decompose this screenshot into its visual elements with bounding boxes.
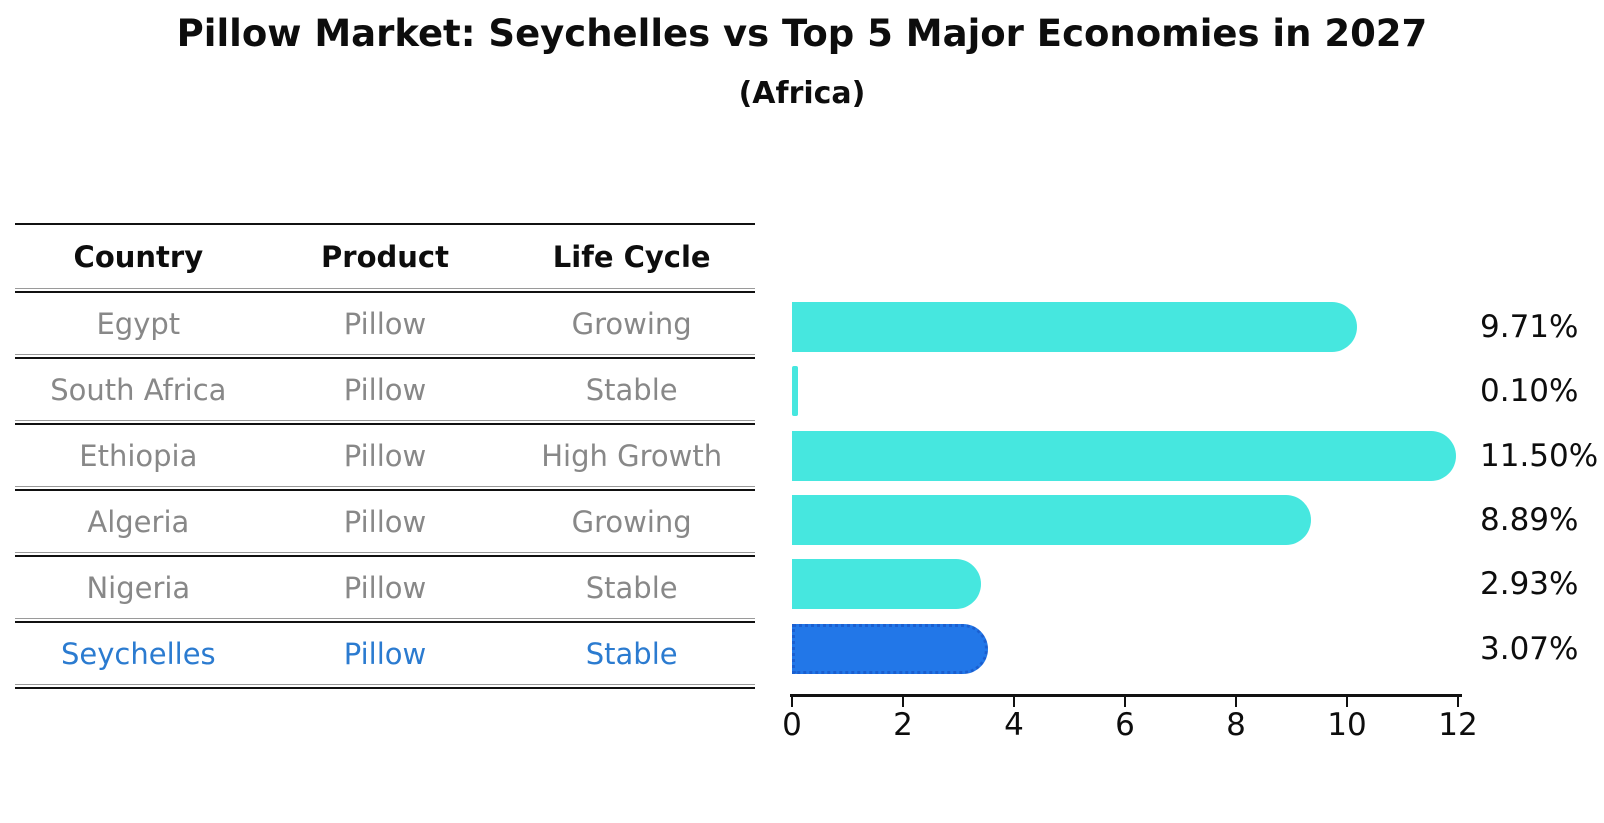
- country-cell: Nigeria: [86, 570, 191, 605]
- chart-subtitle: (Africa): [738, 76, 866, 111]
- table-row-ethiopia: Ethiopia Pillow High Growth: [15, 425, 755, 486]
- life-cycle-cell: Growing: [571, 306, 692, 341]
- product-cell: Pillow: [343, 438, 427, 473]
- bar-algeria: [792, 494, 1312, 545]
- product-cell: Pillow: [343, 504, 427, 539]
- header-product: Product: [321, 239, 449, 274]
- product-cell: Pillow: [343, 372, 427, 407]
- table-top-border: [15, 223, 755, 225]
- x-tick-mark-2: [902, 697, 904, 707]
- x-tick-mark-6: [1124, 697, 1126, 707]
- country-cell: Algeria: [87, 504, 190, 539]
- value-label-algeria: 8.89%: [1480, 501, 1579, 538]
- table-divider: [15, 420, 755, 425]
- value-label-south-africa: 0.10%: [1480, 373, 1579, 410]
- bar-south-africa: [792, 366, 798, 417]
- x-tick-label-8: 8: [1226, 707, 1246, 743]
- table-divider: [15, 288, 755, 293]
- table-bottom-border: [15, 684, 755, 689]
- x-tick-label-10: 10: [1327, 707, 1367, 743]
- country-cell: Ethiopia: [79, 438, 198, 473]
- life-cycle-cell: Stable: [585, 636, 678, 671]
- x-tick-label-0: 0: [782, 707, 802, 743]
- life-cycle-cell: High Growth: [541, 438, 723, 473]
- x-tick-mark-4: [1013, 697, 1015, 707]
- table-row-south-africa: South Africa Pillow Stable: [15, 359, 755, 420]
- table-row-algeria: Algeria Pillow Growing: [15, 491, 755, 552]
- life-cycle-cell: Growing: [571, 504, 692, 539]
- value-label-nigeria: 2.93%: [1480, 566, 1579, 603]
- table-row-nigeria: Nigeria Pillow Stable: [15, 557, 755, 618]
- life-cycle-cell: Stable: [585, 372, 678, 407]
- country-table: Country Product Life Cycle Egypt Pillow …: [15, 223, 755, 689]
- life-cycle-cell: Stable: [585, 570, 678, 605]
- bar-ethiopia: [792, 430, 1457, 481]
- x-tick-mark-12: [1457, 697, 1459, 707]
- bar-nigeria: [792, 559, 981, 610]
- table-divider: [15, 486, 755, 491]
- x-axis-line: [790, 694, 1462, 697]
- country-cell: Egypt: [96, 306, 181, 341]
- x-tick-label-4: 4: [1004, 707, 1024, 743]
- chart-title: Pillow Market: Seychelles vs Top 5 Major…: [176, 12, 1428, 55]
- bar-egypt: [792, 302, 1357, 352]
- table-divider: [15, 552, 755, 557]
- table-header-row: Country Product Life Cycle: [15, 225, 755, 288]
- table-divider: [15, 618, 755, 623]
- header-life-cycle: Life Cycle: [552, 239, 711, 274]
- bar-seychelles-highlighted: [792, 623, 989, 674]
- product-cell: Pillow: [343, 636, 427, 671]
- value-label-ethiopia: 11.50%: [1480, 437, 1599, 474]
- table-row-seychelles-highlighted: Seychelles Pillow Stable: [15, 623, 755, 684]
- table-divider: [15, 354, 755, 359]
- x-tick-label-6: 6: [1115, 707, 1135, 743]
- product-cell: Pillow: [343, 306, 427, 341]
- country-cell: South Africa: [50, 372, 227, 407]
- value-label-egypt: 9.71%: [1480, 309, 1579, 345]
- country-cell: Seychelles: [61, 636, 216, 671]
- x-tick-mark-0: [791, 697, 793, 707]
- x-tick-label-2: 2: [893, 707, 913, 743]
- x-tick-mark-10: [1346, 697, 1348, 707]
- table-row-egypt: Egypt Pillow Growing: [15, 293, 755, 354]
- x-tick-mark-8: [1235, 697, 1237, 707]
- product-cell: Pillow: [343, 570, 427, 605]
- value-label-seychelles: 3.07%: [1480, 630, 1579, 667]
- x-tick-label-12: 12: [1438, 707, 1478, 743]
- header-country: Country: [73, 239, 204, 274]
